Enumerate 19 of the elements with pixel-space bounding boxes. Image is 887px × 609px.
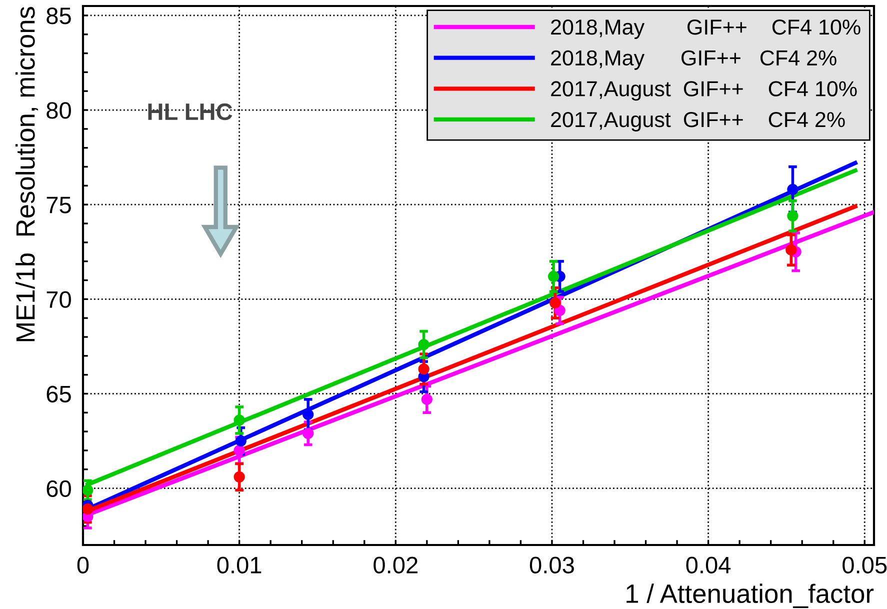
x-tick-label: 0.03 bbox=[530, 556, 574, 574]
y-tick-label: 70 bbox=[46, 291, 71, 308]
y-tick-label: 75 bbox=[46, 196, 71, 214]
x-tick-label: 0.02 bbox=[374, 556, 418, 574]
legend-label: 2018,May GIF++ CF4 10% bbox=[551, 19, 860, 39]
legend-label: 2017,August GIF++ CF4 10% bbox=[551, 81, 857, 101]
x-tick-label: 0.05 bbox=[842, 556, 887, 574]
y-tick-label: 80 bbox=[46, 102, 71, 119]
legend-label: 2017,August GIF++ CF4 2% bbox=[551, 112, 845, 132]
y-axis-title: ME1/1b Resolution, microns bbox=[15, 6, 38, 342]
x-tick-label: 0.04 bbox=[686, 556, 731, 574]
annotation: HL LHC bbox=[148, 103, 232, 120]
y-tick-label: 85 bbox=[46, 8, 71, 24]
legend-label: 2018,May GIF++ CF4 2% bbox=[551, 50, 836, 70]
x-tick-label: 0.01 bbox=[217, 556, 262, 574]
y-tick-label: 60 bbox=[46, 480, 71, 498]
x-axis-title: 1 / Attenuation_factor bbox=[626, 584, 874, 608]
x-tick-label: 0 bbox=[77, 556, 89, 574]
y-tick-label: 65 bbox=[46, 386, 71, 402]
